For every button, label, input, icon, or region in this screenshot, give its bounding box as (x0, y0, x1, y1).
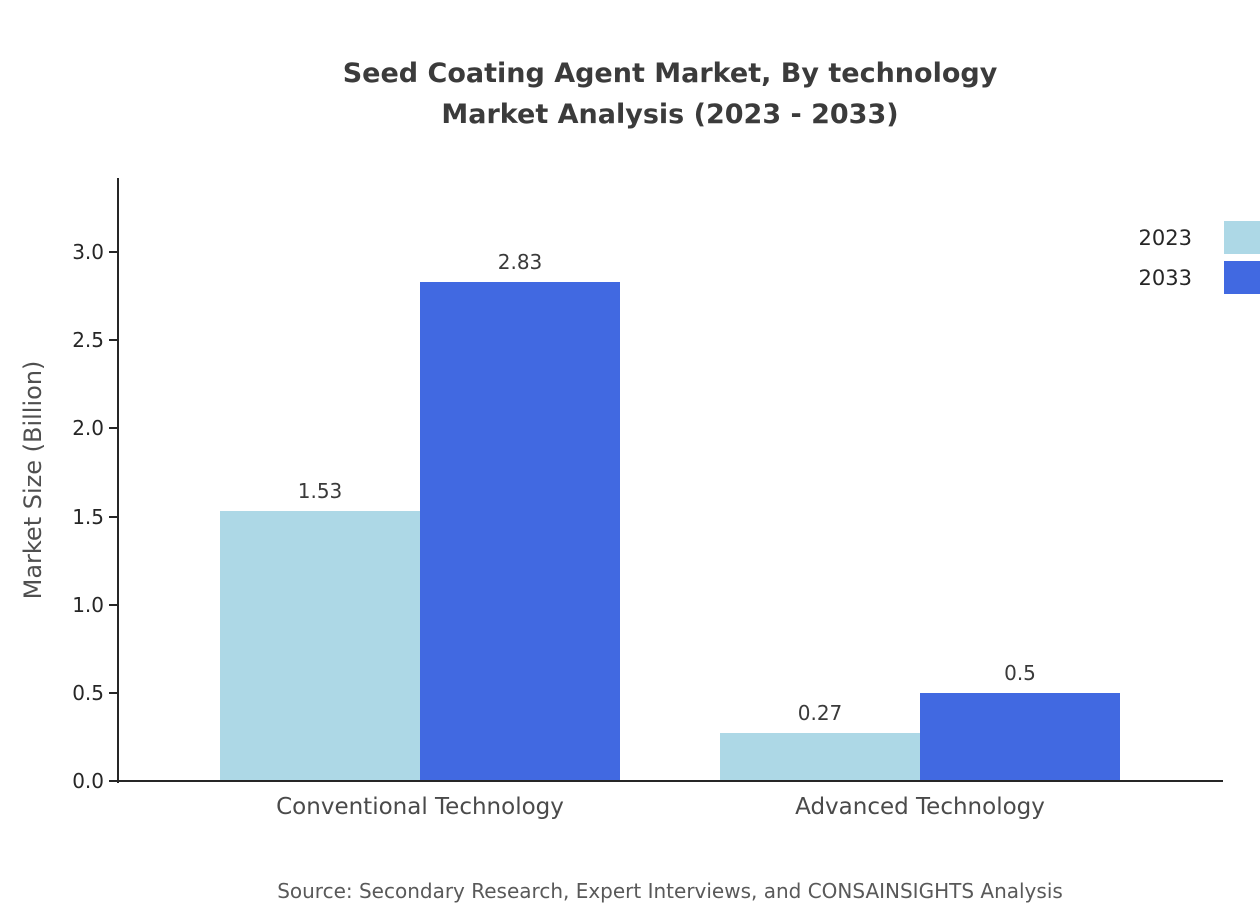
y-tick-label: 1.0 (72, 592, 104, 617)
legend: 2023 2033 (1139, 221, 1260, 301)
bar-value-label: 2.83 (497, 250, 543, 275)
y-tick-mark (109, 603, 118, 606)
legend-item-2033: 2033 (1139, 261, 1260, 294)
bar-2023-2 (720, 733, 920, 781)
bar-2033-1 (420, 282, 620, 781)
y-tick-label: 0.5 (72, 680, 104, 705)
y-axis-spine (117, 178, 119, 783)
legend-item-2023: 2023 (1139, 221, 1260, 254)
chart-title-line-1: Seed Coating Agent Market, By technology (342, 58, 998, 89)
y-tick-mark (109, 691, 118, 694)
bar-value-label: 1.53 (297, 479, 343, 504)
y-tick-mark (109, 251, 118, 254)
y-tick-mark (109, 427, 118, 430)
legend-swatch (1224, 221, 1260, 254)
y-tick-label: 1.5 (72, 504, 104, 529)
y-tick-label: 0.0 (72, 769, 104, 793)
y-tick-label: 3.0 (72, 240, 104, 265)
legend-label: 2023 (1138, 225, 1192, 250)
y-tick-label: 2.0 (72, 416, 104, 441)
legend-swatch (1224, 261, 1260, 294)
chart-title-line-2: Market Analysis (2023 - 2033) (441, 99, 899, 130)
y-tick-label: 2.5 (72, 328, 104, 353)
y-tick-mark (109, 339, 118, 342)
legend-label: 2033 (1138, 265, 1192, 290)
x-axis-spine (117, 780, 1223, 782)
x-category-label: Conventional Technology (276, 794, 564, 820)
y-tick-mark (109, 780, 118, 782)
x-category-label: Advanced Technology (795, 794, 1045, 820)
y-tick-mark (109, 515, 118, 518)
chart-title: Seed Coating Agent Market, By technology… (80, 53, 1260, 135)
bar-2023-1 (220, 511, 420, 781)
source-note: Source: Secondary Research, Expert Inter… (277, 879, 1063, 903)
bar-2033-2 (920, 692, 1120, 781)
y-axis-label: Market Size (Billion) (19, 360, 47, 600)
bar-value-label: 0.5 (1004, 660, 1036, 685)
bar-value-label: 0.27 (797, 701, 843, 726)
